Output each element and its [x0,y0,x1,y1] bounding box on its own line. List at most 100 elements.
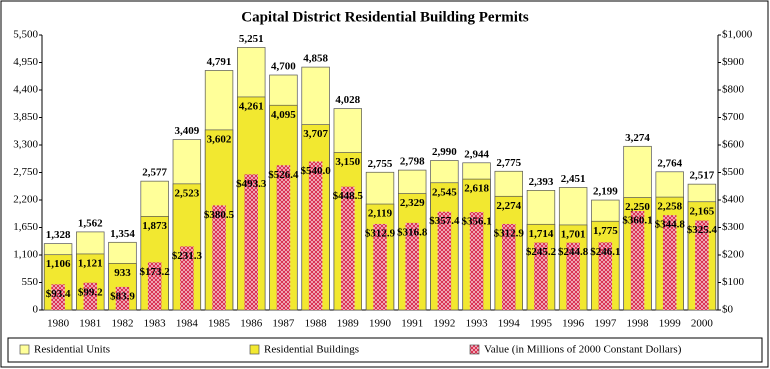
x-tick-label: 1986 [240,318,263,330]
chart-title: Capital District Residential Building Pe… [241,9,529,25]
y2-tick-label: $600 [722,139,745,151]
data-label: $356.1 [461,216,491,228]
data-label: 2,798 [400,156,425,168]
data-label: 1,873 [142,220,167,232]
data-label: $93.4 [46,288,71,300]
y-tick-label: 4,950 [13,56,38,68]
value-bar [534,242,548,310]
legend-label: Residential Units [34,344,110,356]
data-label: $316.8 [397,226,428,238]
data-label: $246.1 [590,246,620,258]
data-label: 2,618 [464,183,489,195]
data-label: $312.9 [494,227,525,239]
legend-swatch [469,344,480,355]
value-bar [51,284,65,310]
x-tick-label: 1990 [369,318,392,330]
y-tick-label: 2,200 [13,194,38,206]
data-label: $244.8 [558,246,589,258]
value-bar [630,210,645,310]
data-label: $540.0 [300,165,331,177]
value-bar [212,205,226,310]
x-tick-label: 2000 [691,318,714,330]
data-label: 5,251 [239,33,264,45]
y-tick-label: 550 [22,276,39,288]
data-label: $325.4 [687,224,718,236]
value-bar [695,220,709,310]
legend-swatch [249,344,260,355]
data-label: 2,523 [174,187,199,199]
value-bar [662,215,677,310]
legend-label: Residential Buildings [264,344,359,356]
data-label: $173.2 [140,266,171,278]
value-bar [147,262,162,310]
value-bar [244,174,258,310]
data-label: $493.3 [236,178,267,190]
data-label: 2,577 [142,167,167,179]
x-tick-label: 1993 [466,318,489,330]
data-label: $357.4 [429,215,460,227]
data-label: 1,328 [46,229,71,241]
data-label: 3,274 [625,132,650,144]
value-bar [180,246,194,310]
y-tick-label: 3,300 [13,139,38,151]
y-tick-label: 2,750 [13,166,38,178]
data-label: 2,545 [432,186,457,198]
y-tick-label: 0 [33,304,39,316]
y2-tick-label: $800 [722,84,745,96]
x-tick-label: 1980 [47,318,70,330]
data-label: $448.5 [333,190,364,202]
y-tick-label: 5,500 [13,29,38,41]
y2-tick-label: $1,000 [722,29,753,41]
y-tick-label: 1,100 [13,249,38,261]
y-tick-label: 1,650 [13,221,38,233]
data-label: $344.8 [655,219,686,231]
data-label: 2,274 [496,200,521,212]
x-tick-label: 1997 [594,318,617,330]
y2-tick-label: $100 [722,276,745,288]
y2-tick-label: $700 [722,111,745,123]
data-label: 933 [114,267,131,279]
x-tick-label: 1988 [305,318,328,330]
value-bar [83,282,98,310]
data-label: 1,775 [593,225,618,237]
data-label: 4,028 [335,94,360,106]
x-tick-label: 1984 [176,318,199,330]
x-tick-label: 1981 [79,318,101,330]
legend-swatch [19,344,30,355]
value-bar [276,165,291,310]
data-label: 4,261 [239,100,264,112]
x-tick-label: 1996 [562,318,585,330]
legend-label: Value (in Millions of 2000 Constant Doll… [484,344,682,356]
data-label: 4,791 [207,56,232,68]
data-label: $312.9 [365,227,396,239]
data-label: 2,393 [529,176,554,188]
x-tick-label: 1994 [498,318,521,330]
y2-tick-label: $900 [722,56,745,68]
x-tick-label: 1985 [208,318,231,330]
data-label: 1,354 [110,228,135,240]
data-label: 1,121 [78,257,103,269]
data-label: 2,451 [561,173,586,185]
data-label: 3,707 [303,128,328,140]
data-label: 3,602 [207,133,232,145]
value-bar [308,161,323,310]
value-bar [437,211,452,310]
data-label: 1,714 [529,228,554,240]
x-tick-label: 1999 [659,318,682,330]
value-bar [405,222,419,310]
y-tick-label: 3,850 [13,111,38,123]
x-tick-label: 1983 [144,318,167,330]
data-label: $526.4 [268,169,299,181]
y2-tick-label: $400 [722,194,745,206]
x-tick-label: 1992 [433,318,455,330]
data-label: 4,095 [271,109,296,121]
data-label: $231.3 [172,250,203,262]
data-label: 2,250 [625,201,650,213]
value-bar [115,286,130,310]
value-bar [373,223,387,310]
x-tick-label: 1987 [272,318,295,330]
data-label: 2,990 [432,146,457,158]
x-tick-label: 1989 [337,318,360,330]
